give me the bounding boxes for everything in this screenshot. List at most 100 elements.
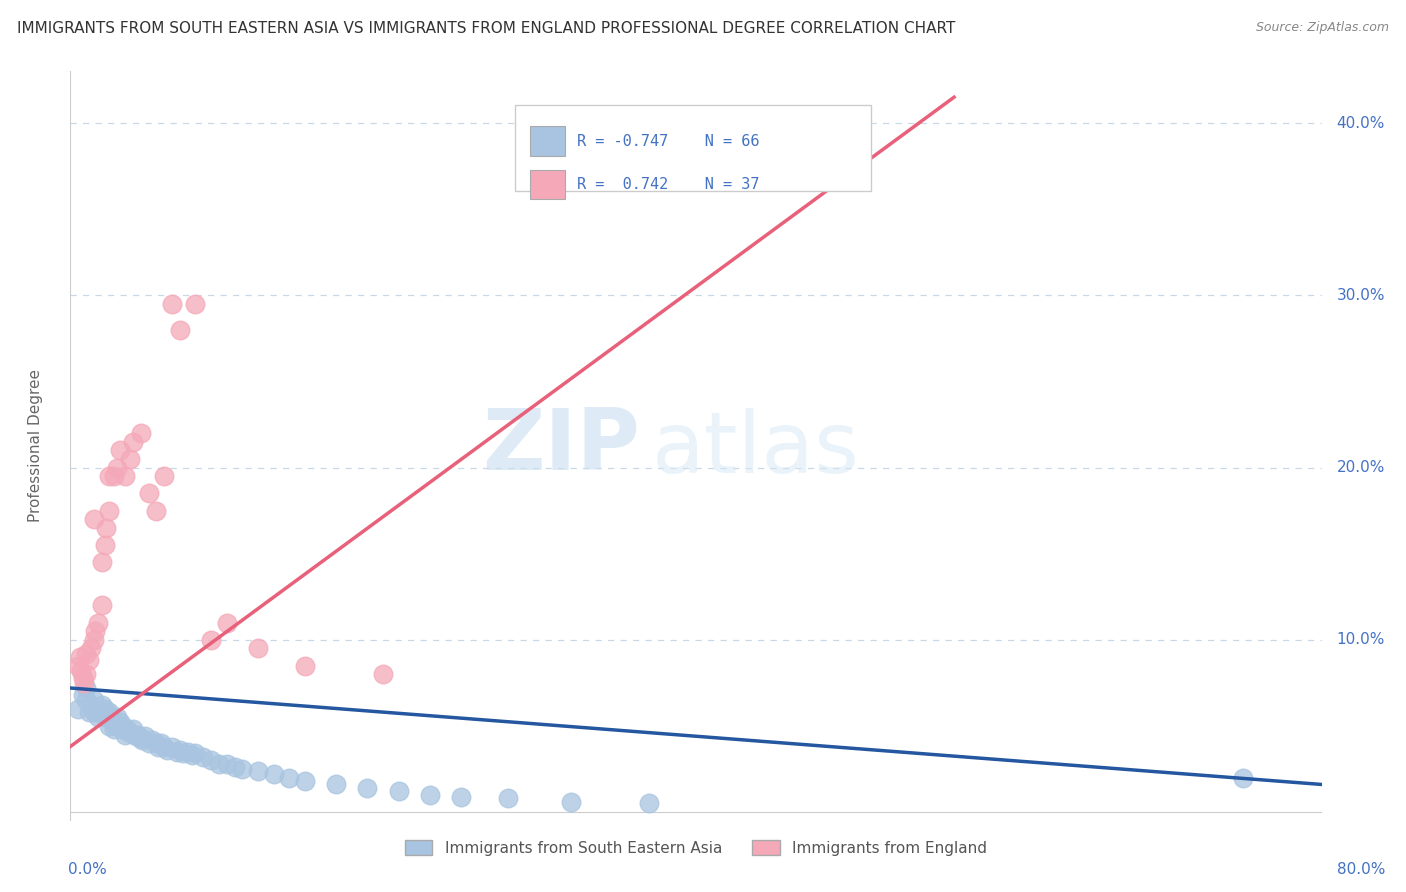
Point — [114, 469, 136, 483]
Point — [110, 715, 132, 730]
Point — [156, 743, 179, 757]
Text: R = -0.747    N = 66: R = -0.747 N = 66 — [576, 134, 759, 149]
Point — [90, 705, 112, 719]
Point — [87, 710, 110, 724]
Point — [371, 667, 394, 681]
Point — [87, 615, 110, 630]
Point — [193, 750, 215, 764]
Text: Professional Degree: Professional Degree — [28, 369, 42, 523]
Point — [200, 632, 222, 647]
Point — [325, 777, 347, 791]
Point — [75, 681, 97, 695]
Point — [118, 726, 141, 740]
Point — [79, 698, 101, 713]
Point — [103, 715, 125, 730]
Point — [84, 701, 107, 715]
Point — [75, 667, 97, 681]
Point — [450, 789, 472, 804]
Point — [129, 731, 152, 745]
Point — [75, 693, 97, 707]
Point — [294, 774, 316, 789]
Text: ZIP: ZIP — [482, 404, 640, 488]
Point — [98, 719, 121, 733]
Point — [83, 512, 105, 526]
Point — [153, 739, 176, 754]
Point — [83, 693, 105, 707]
Point — [121, 723, 145, 737]
Bar — [530, 126, 565, 156]
Point — [67, 658, 90, 673]
Point — [181, 748, 204, 763]
Point — [200, 753, 222, 767]
Text: atlas: atlas — [652, 409, 860, 491]
Text: IMMIGRANTS FROM SOUTH EASTERN ASIA VS IMMIGRANTS FROM ENGLAND PROFESSIONAL DEGRE: IMMIGRANTS FROM SOUTH EASTERN ASIA VS IM… — [17, 21, 955, 37]
Point — [90, 599, 112, 613]
Point — [131, 732, 153, 747]
Point — [93, 538, 115, 552]
Point — [278, 771, 301, 785]
Legend: Immigrants from South Eastern Asia, Immigrants from England: Immigrants from South Eastern Asia, Immi… — [399, 833, 993, 862]
Point — [90, 555, 112, 569]
Text: R =  0.742    N = 37: R = 0.742 N = 37 — [576, 177, 759, 192]
Point — [176, 745, 198, 759]
Point — [111, 723, 134, 737]
Point — [419, 788, 441, 802]
Point — [110, 443, 132, 458]
Point — [103, 723, 125, 737]
Point — [93, 701, 115, 715]
Point — [560, 795, 582, 809]
Point — [184, 747, 207, 761]
Point — [166, 745, 188, 759]
Bar — [515, 105, 872, 191]
Point — [172, 747, 194, 761]
Point — [134, 729, 156, 743]
Text: 0.0%: 0.0% — [67, 862, 107, 877]
Point — [114, 727, 136, 741]
Bar — [530, 169, 565, 200]
Point — [98, 503, 121, 517]
Point — [125, 729, 148, 743]
Point — [105, 710, 128, 724]
Point — [93, 710, 115, 724]
Point — [145, 503, 167, 517]
Point — [67, 701, 90, 715]
Point — [169, 323, 191, 337]
Point — [96, 521, 118, 535]
Point — [150, 736, 173, 750]
Point — [129, 426, 152, 441]
Point — [356, 780, 378, 795]
Point — [103, 469, 125, 483]
Point — [98, 469, 121, 483]
Text: 30.0%: 30.0% — [1337, 288, 1385, 302]
Text: Source: ZipAtlas.com: Source: ZipAtlas.com — [1256, 21, 1389, 35]
Point — [72, 671, 94, 685]
Point — [160, 297, 183, 311]
Point — [75, 647, 97, 661]
Point — [138, 486, 160, 500]
Point — [247, 641, 270, 656]
Point — [498, 791, 520, 805]
Text: 20.0%: 20.0% — [1337, 460, 1385, 475]
Point — [231, 762, 253, 776]
Point — [1232, 771, 1254, 785]
Point — [127, 727, 149, 741]
Point — [169, 743, 191, 757]
Point — [146, 739, 169, 754]
Point — [77, 705, 100, 719]
Point — [105, 719, 128, 733]
Point — [153, 469, 176, 483]
Point — [112, 719, 135, 733]
Point — [83, 705, 105, 719]
Point — [263, 767, 285, 781]
Point — [294, 658, 316, 673]
Point — [118, 451, 141, 466]
Point — [215, 756, 238, 771]
Point — [70, 664, 93, 678]
Point — [115, 723, 138, 737]
Text: 40.0%: 40.0% — [1337, 116, 1385, 130]
Point — [84, 624, 107, 639]
Point — [83, 632, 105, 647]
Point — [98, 705, 121, 719]
Text: 10.0%: 10.0% — [1337, 632, 1385, 648]
Point — [638, 797, 661, 811]
